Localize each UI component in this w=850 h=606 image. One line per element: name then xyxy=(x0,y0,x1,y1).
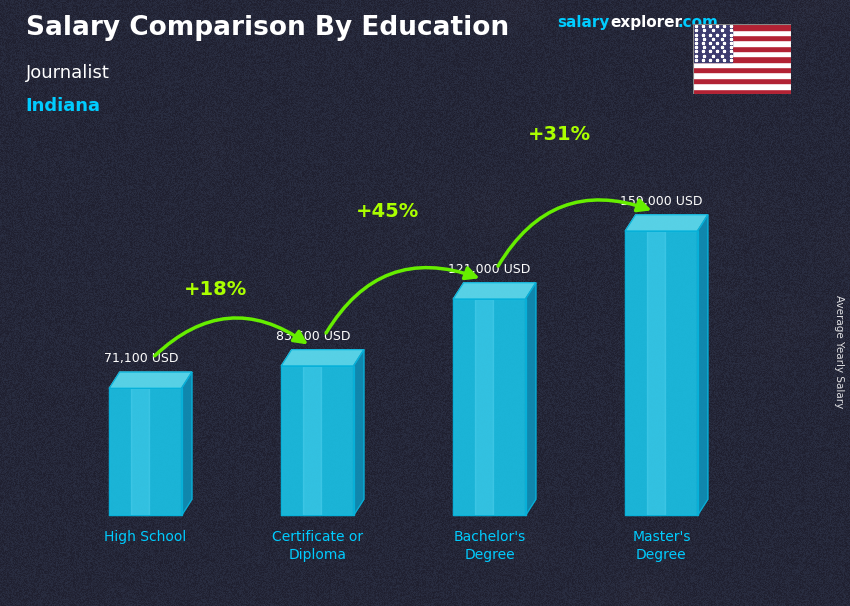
Text: 159,000 USD: 159,000 USD xyxy=(620,195,703,208)
Text: Journalist: Journalist xyxy=(26,64,110,82)
Polygon shape xyxy=(110,388,182,515)
Text: 71,100 USD: 71,100 USD xyxy=(105,352,178,365)
Polygon shape xyxy=(525,283,536,515)
Bar xyxy=(693,73,791,78)
Bar xyxy=(693,56,791,62)
Bar xyxy=(693,78,791,83)
Text: Bachelor's
Degree: Bachelor's Degree xyxy=(453,530,525,562)
Bar xyxy=(693,62,791,67)
Bar xyxy=(693,51,791,56)
Polygon shape xyxy=(453,299,525,515)
Text: salary: salary xyxy=(557,15,609,30)
Text: explorer: explorer xyxy=(610,15,683,30)
Bar xyxy=(693,83,791,88)
Polygon shape xyxy=(131,388,149,515)
Polygon shape xyxy=(354,350,364,515)
Polygon shape xyxy=(626,215,708,231)
Bar xyxy=(693,45,791,51)
Polygon shape xyxy=(110,372,192,388)
Text: Certificate or
Diploma: Certificate or Diploma xyxy=(272,530,363,562)
Text: Salary Comparison By Education: Salary Comparison By Education xyxy=(26,15,508,41)
Polygon shape xyxy=(303,366,321,515)
Text: +45%: +45% xyxy=(356,202,419,221)
Text: +18%: +18% xyxy=(184,281,247,299)
Bar xyxy=(693,24,791,30)
Bar xyxy=(693,24,732,62)
Bar xyxy=(693,41,791,45)
Bar xyxy=(693,88,791,94)
Text: 83,600 USD: 83,600 USD xyxy=(276,330,351,342)
Text: 121,000 USD: 121,000 USD xyxy=(448,262,530,276)
Polygon shape xyxy=(281,366,354,515)
Polygon shape xyxy=(647,231,665,515)
Text: +31%: +31% xyxy=(528,125,592,144)
Bar xyxy=(693,30,791,35)
Polygon shape xyxy=(281,350,364,366)
Polygon shape xyxy=(453,283,536,299)
Text: Master's
Degree: Master's Degree xyxy=(632,530,691,562)
Polygon shape xyxy=(626,231,698,515)
Text: Indiana: Indiana xyxy=(26,97,100,115)
Text: .com: .com xyxy=(677,15,718,30)
Polygon shape xyxy=(698,215,708,515)
Polygon shape xyxy=(475,299,493,515)
Polygon shape xyxy=(182,372,192,515)
Text: Average Yearly Salary: Average Yearly Salary xyxy=(834,295,844,408)
Text: High School: High School xyxy=(105,530,187,544)
Bar xyxy=(693,35,791,41)
Bar xyxy=(693,67,791,73)
